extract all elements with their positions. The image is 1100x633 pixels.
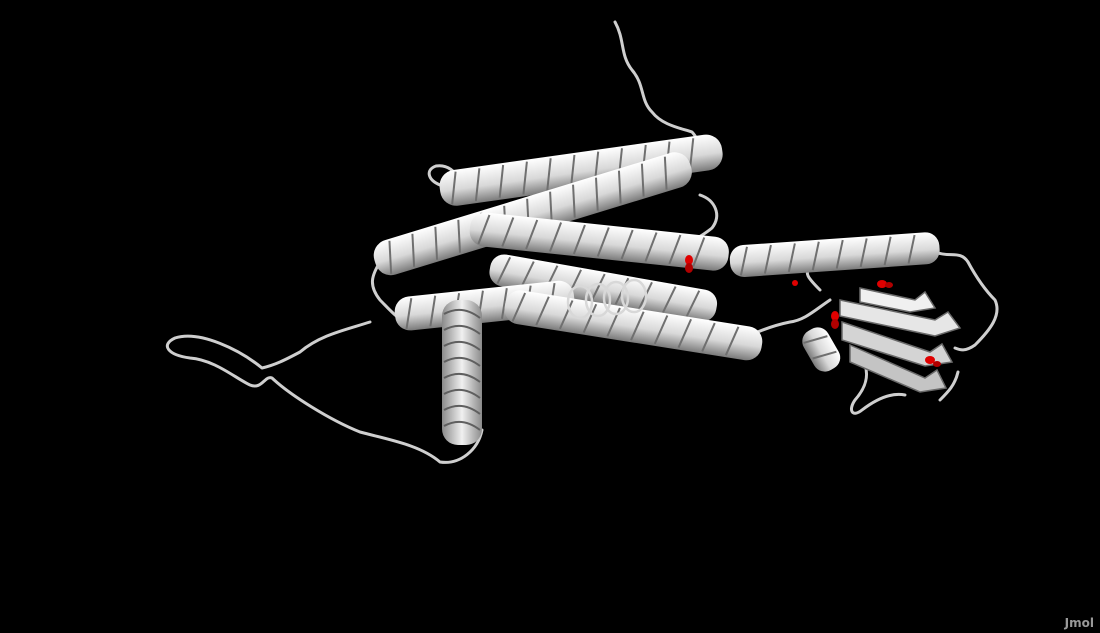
lower-right-loop [938,370,960,402]
beta-strand-2 [841,320,954,367]
helix-vertical-left [442,300,482,445]
c-terminal-loop [850,363,907,415]
ligand-3[interactable] [831,311,839,329]
ligand-4[interactable] [925,356,941,367]
left-long-loop [165,320,484,464]
right-tail-loop [933,250,999,352]
beta-strand-3 [849,343,948,393]
alpha-helices [373,134,940,445]
helix-right-long [729,232,940,278]
ligand-5[interactable] [792,280,798,286]
helix-center-coil [566,278,648,320]
helix-small-right [802,327,841,372]
ligand-1[interactable] [685,255,693,273]
helix-middle-1 [469,212,729,271]
jmol-watermark: Jmol [1064,616,1094,630]
beta-strand-1 [839,299,962,337]
beta-strand-4 [859,287,937,313]
ligand-atoms[interactable] [685,255,941,367]
ligand-2[interactable] [877,280,893,288]
beta-sheet [839,287,962,393]
